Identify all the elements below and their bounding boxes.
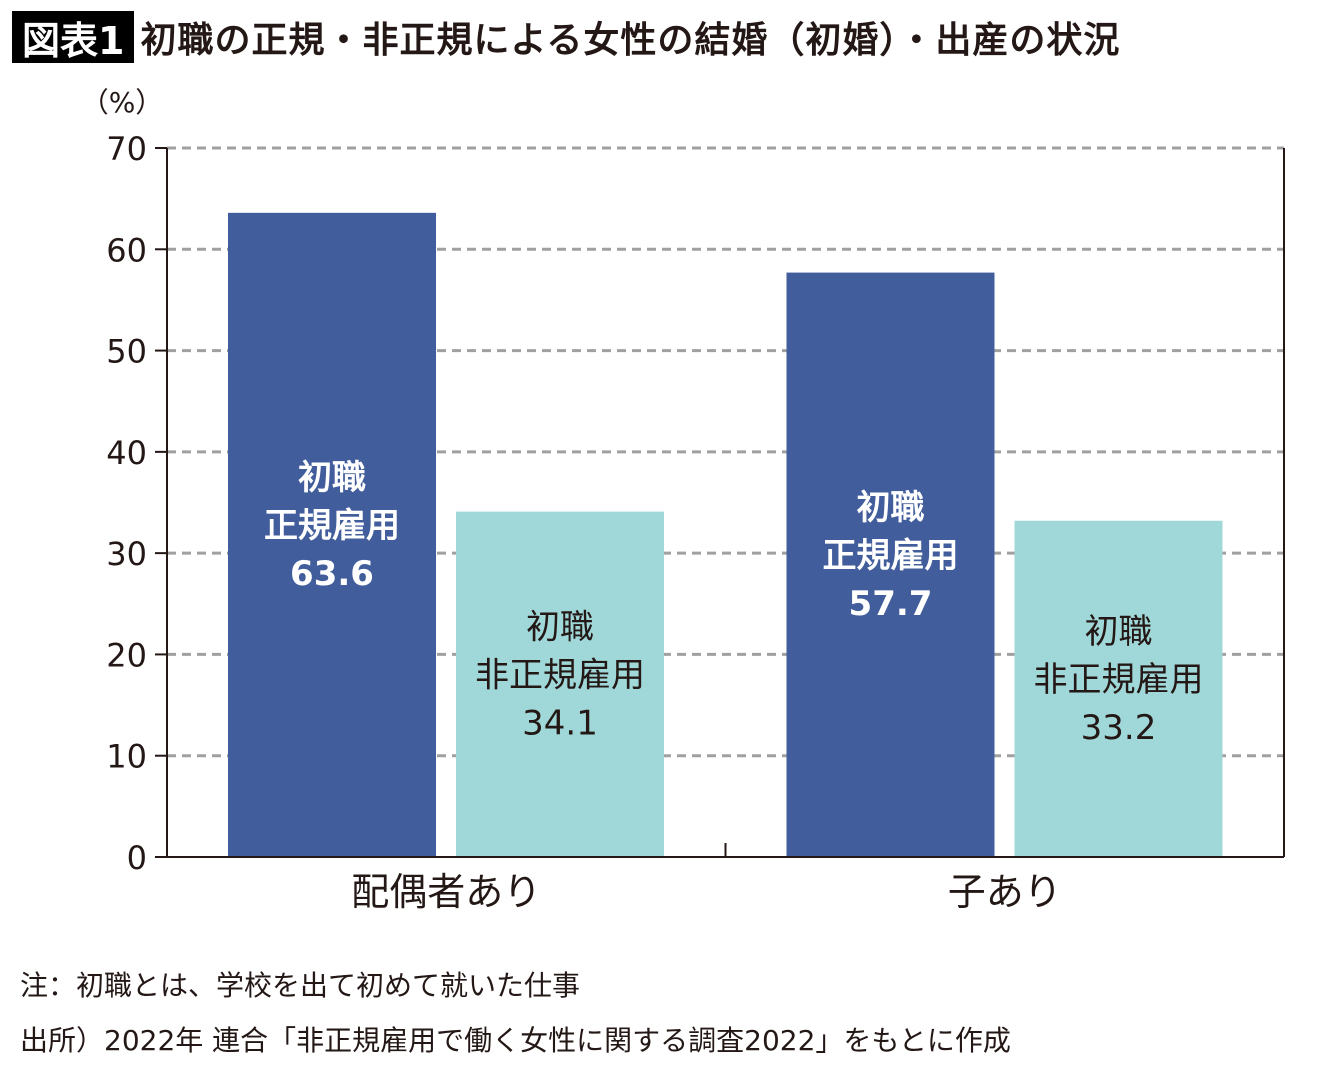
bar-value-label: 57.7 bbox=[849, 584, 933, 624]
bar-series-label: 初職 bbox=[857, 488, 925, 528]
y-tick-label: 70 bbox=[106, 130, 147, 168]
bar-series-label: 正規雇用 bbox=[823, 536, 959, 576]
chart-title: 初職の正規・非正規による女性の結婚（初婚）・出産の状況 bbox=[140, 20, 1121, 61]
x-category-label: 子あり bbox=[948, 870, 1062, 914]
bar bbox=[456, 511, 664, 857]
y-tick-label: 30 bbox=[106, 535, 147, 573]
bar-series-label: 初職 bbox=[1085, 612, 1153, 652]
bar-value-label: 63.6 bbox=[290, 554, 374, 594]
figure-badge: 図表1 bbox=[12, 11, 135, 63]
y-tick-label: 10 bbox=[106, 738, 147, 776]
y-tick-label: 0 bbox=[127, 839, 147, 877]
y-axis-unit-label: （%） bbox=[81, 86, 164, 119]
bar-value-label: 34.1 bbox=[522, 703, 598, 743]
y-tick-label: 20 bbox=[106, 636, 147, 674]
bar-series-label: 正規雇用 bbox=[264, 506, 400, 546]
bar-series-label: 初職 bbox=[298, 458, 366, 498]
bar-series-label: 非正規雇用 bbox=[1034, 660, 1204, 700]
source-text: 出所）2022年 連合「非正規雇用で働く女性に関する調査2022」をもとに作成 bbox=[20, 1024, 1011, 1057]
bar-series-label: 非正規雇用 bbox=[475, 655, 645, 695]
y-tick-label: 50 bbox=[106, 333, 147, 371]
y-tick-label: 40 bbox=[106, 434, 147, 472]
x-category-label: 配偶者あり bbox=[351, 870, 541, 914]
bar-series-label: 初職 bbox=[526, 607, 594, 647]
bar-value-label: 33.2 bbox=[1081, 708, 1157, 748]
y-tick-label: 60 bbox=[106, 231, 147, 269]
bar bbox=[228, 212, 436, 857]
chart-notes: 注：初職とは、学校を出て初めて就いた仕事 出所）2022年 連合「非正規雇用で働… bbox=[20, 958, 1011, 1068]
note-text: 注：初職とは、学校を出て初めて就いた仕事 bbox=[20, 969, 581, 1002]
bar bbox=[786, 272, 995, 857]
bar bbox=[1014, 520, 1223, 857]
bar-chart: 010203040506070（%）初職正規雇用63.6初職非正規雇用34.1配… bbox=[81, 86, 1285, 914]
chart-header: 図表1 初職の正規・非正規による女性の結婚（初婚）・出産の状況 bbox=[12, 8, 1120, 66]
